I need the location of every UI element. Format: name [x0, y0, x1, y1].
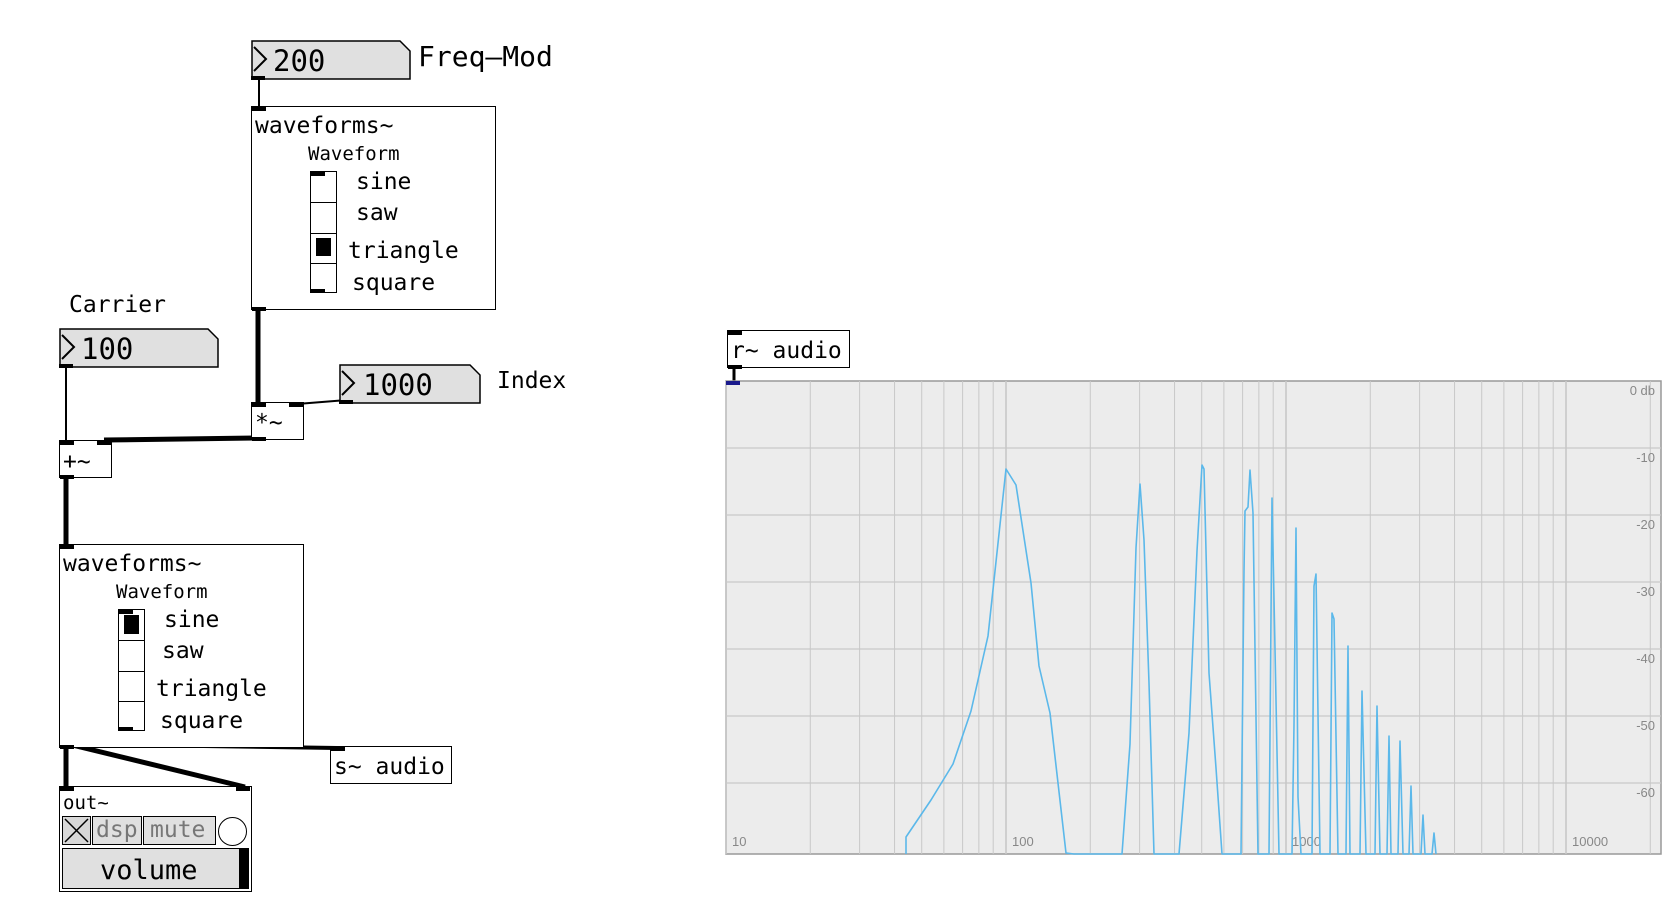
inlet-left[interactable] — [60, 441, 74, 445]
spectrum-trace — [905, 464, 1437, 855]
db-label: -10 — [1636, 450, 1655, 465]
radio-outlet — [119, 727, 133, 731]
inlet[interactable] — [252, 107, 266, 111]
outlet[interactable] — [728, 365, 742, 369]
radio-divider — [311, 233, 336, 234]
index-value: 1000 — [363, 368, 433, 402]
radio-inlet — [119, 610, 133, 614]
db-label: -40 — [1636, 651, 1655, 666]
bottom-waveform-heading: Waveform — [116, 581, 208, 603]
volume-label: volume — [100, 855, 198, 886]
db-label: -30 — [1636, 584, 1655, 599]
index-number-box[interactable]: 1000 — [339, 364, 481, 404]
freq-mod-number-box[interactable]: 200 — [251, 40, 411, 80]
frequency-label: 10 — [732, 834, 746, 849]
bottom-waveform-radio-group[interactable] — [118, 609, 145, 731]
top-radio-selected-triangle — [316, 238, 331, 256]
dsp-label: dsp — [96, 817, 138, 843]
inlet[interactable] — [60, 545, 74, 549]
spectrum-inlet — [726, 381, 740, 385]
out-module-title: out~ — [63, 792, 109, 814]
send-audio-text: s~ audio — [334, 754, 445, 780]
bottom-waveforms-object[interactable]: waveforms~ Waveform sine saw triangle sq… — [59, 544, 304, 749]
freq-mod-label: Freq—Mod — [418, 40, 553, 73]
dsp-toggle[interactable] — [62, 816, 91, 845]
outlet[interactable] — [60, 745, 74, 749]
radio-divider — [311, 202, 336, 203]
top-waveforms-title: waveforms~ — [255, 113, 394, 139]
bottom-option-sine: sine — [164, 607, 220, 633]
bottom-radio-selected-sine — [124, 615, 139, 634]
freq-mod-value: 200 — [273, 44, 326, 78]
top-option-triangle: triangle — [348, 238, 459, 264]
top-waveform-heading: Waveform — [308, 143, 400, 165]
inlet[interactable] — [728, 331, 742, 335]
number-box-shape — [251, 40, 411, 80]
bottom-option-square: square — [160, 708, 244, 734]
radio-inlet — [311, 172, 325, 176]
index-label: Index — [497, 368, 567, 394]
mute-label: mute — [150, 817, 206, 843]
top-option-sine: sine — [356, 169, 412, 195]
outlet[interactable] — [251, 76, 265, 80]
mute-bang-circle-icon[interactable] — [218, 817, 247, 846]
outlet[interactable] — [59, 364, 73, 368]
mute-button[interactable]: mute — [143, 816, 216, 845]
radio-divider — [119, 640, 144, 641]
add-object[interactable]: +~ — [59, 440, 112, 479]
db-label: -50 — [1636, 718, 1655, 733]
radio-divider — [119, 701, 144, 702]
carrier-number-box[interactable]: 100 — [59, 328, 219, 368]
send-audio-object[interactable]: s~ audio — [330, 746, 452, 784]
top-option-saw: saw — [356, 200, 398, 226]
top-waveform-radio-group[interactable] — [310, 171, 337, 293]
add-object-text: +~ — [63, 449, 91, 475]
inlet-right[interactable] — [289, 403, 303, 407]
top-waveforms-object[interactable]: waveforms~ Waveform sine saw triangle sq… — [251, 106, 496, 311]
dsp-button[interactable]: dsp — [92, 816, 142, 845]
frequency-label: 100 — [1012, 834, 1034, 849]
radio-divider — [311, 263, 336, 264]
bottom-option-triangle: triangle — [156, 676, 267, 702]
db-label: 0 db — [1630, 383, 1655, 398]
multiply-object-text: *~ — [255, 410, 283, 436]
number-box-shape — [339, 364, 481, 404]
out-module[interactable]: out~ dsp mute volume — [59, 786, 252, 892]
carrier-value: 100 — [81, 332, 134, 366]
inlet[interactable] — [331, 747, 345, 751]
top-option-square: square — [352, 270, 436, 296]
outlet[interactable] — [60, 475, 74, 479]
outlet[interactable] — [252, 307, 266, 311]
frequency-label: 1000 — [1292, 834, 1321, 849]
volume-slider-knob[interactable] — [239, 849, 248, 888]
inlet-left[interactable] — [252, 403, 266, 407]
receive-audio-text: r~ audio — [731, 338, 842, 364]
inlet-left[interactable] — [60, 787, 74, 791]
outlet[interactable] — [252, 437, 266, 441]
inlet-right[interactable] — [97, 441, 111, 445]
outlet[interactable] — [339, 400, 353, 404]
db-label: -20 — [1636, 517, 1655, 532]
receive-audio-object[interactable]: r~ audio — [727, 330, 850, 369]
close-icon — [64, 818, 89, 843]
frequency-label: 10000 — [1572, 834, 1608, 849]
radio-outlet — [311, 289, 325, 293]
multiply-object[interactable]: *~ — [251, 402, 304, 441]
db-label: -60 — [1636, 785, 1655, 800]
inlet-right[interactable] — [236, 787, 250, 791]
carrier-label: Carrier — [69, 292, 166, 318]
bottom-option-saw: saw — [162, 638, 204, 664]
bottom-waveforms-title: waveforms~ — [63, 551, 202, 577]
radio-divider — [119, 671, 144, 672]
spectrum-display[interactable]: 0 db -10 -20 -30 -40 -50 -60 10 100 1000 10000 — [725, 380, 1662, 856]
volume-slider[interactable]: volume — [62, 848, 249, 889]
number-box-shape — [59, 328, 219, 368]
